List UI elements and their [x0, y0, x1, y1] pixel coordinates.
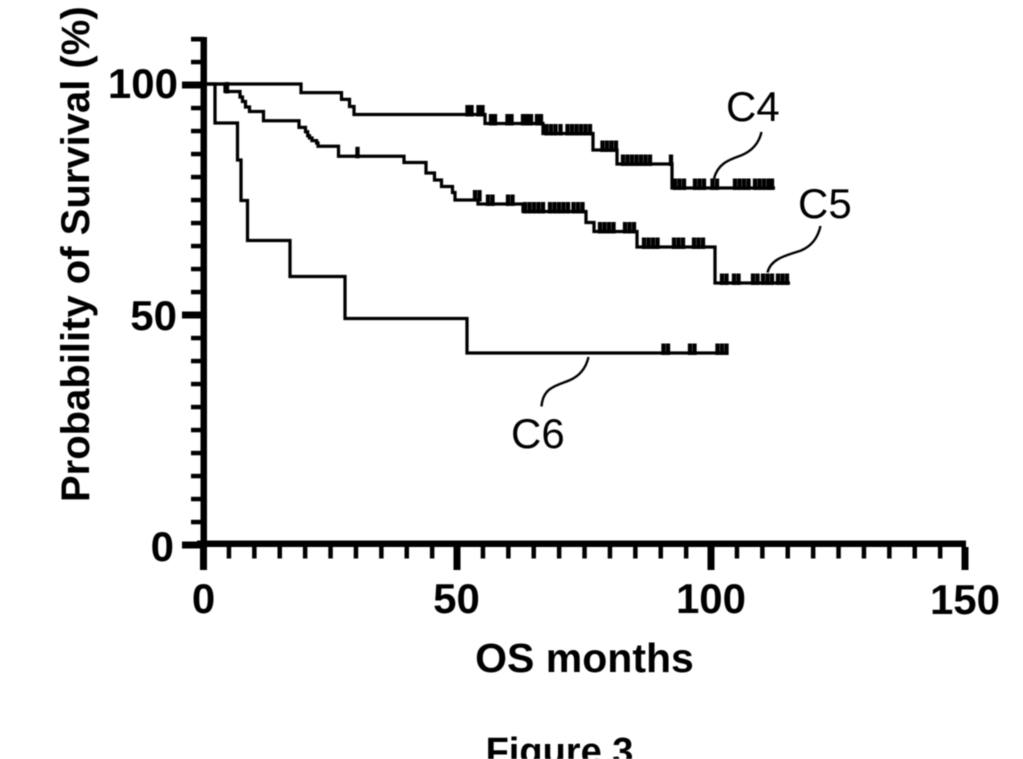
svg-text:0: 0 [151, 523, 174, 570]
svg-text:150: 150 [930, 576, 1000, 623]
svg-text:100: 100 [108, 60, 178, 107]
svg-text:50: 50 [433, 575, 480, 622]
svg-text:C5: C5 [798, 180, 852, 227]
svg-text:OS months: OS months [475, 635, 694, 681]
svg-text:100: 100 [676, 575, 746, 622]
svg-text:0: 0 [192, 575, 215, 622]
svg-text:50: 50 [130, 292, 177, 339]
svg-text:Probability of Survival (%): Probability of Survival (%) [54, 6, 98, 502]
svg-text:Figure 3: Figure 3 [486, 731, 634, 759]
svg-text:C6: C6 [511, 410, 565, 457]
svg-text:C4: C4 [726, 83, 780, 130]
